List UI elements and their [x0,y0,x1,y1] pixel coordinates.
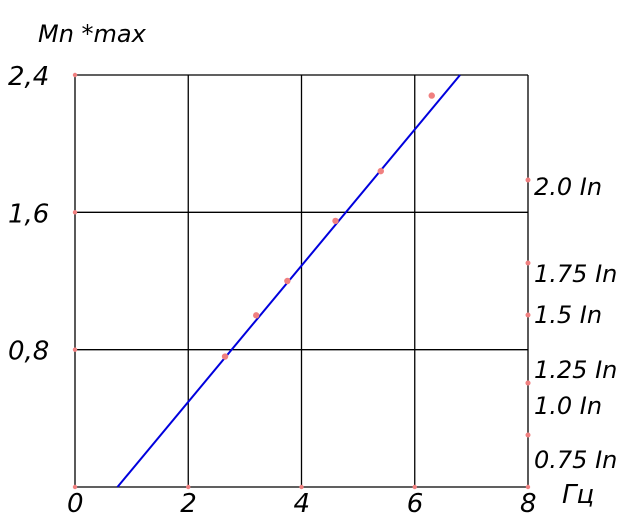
x-tick-label-4: 8 [520,489,537,519]
y-tick-label-0: 0,8 [8,337,49,367]
right-axis-markers: 2.0 In 1.75 In 1.5 In 1.25 In 1.0 In 0.75 In [525,173,617,474]
x-tick-label-0: 0 [67,489,84,519]
x-tick-label-1: 2 [180,489,197,519]
y-tick-label-1: 1,6 [8,199,49,229]
grid [72,72,531,490]
right-marker-label-0: 2.0 In [534,173,602,201]
tick-labels: 0 2 4 6 8 0,8 1,6 2,4 [8,62,537,519]
x-tick-label-2: 4 [294,489,311,519]
right-marker-label-1: 1.75 In [534,260,617,288]
data-point-5 [428,92,435,99]
right-marker-label-4: 1.0 In [534,392,602,420]
y-axis-label: Mn *max [38,20,147,48]
right-marker-dot-1 [525,260,531,266]
right-marker-dot-4 [525,380,531,386]
right-marker-dot-0 [525,177,531,183]
y-axis-dot-0 [72,347,78,352]
right-marker-label-5: 0.75 In [534,446,617,474]
data-points [221,92,435,360]
x-axis-dot-3 [412,484,417,490]
x-tick-label-3: 6 [407,489,424,519]
data-point-2 [284,277,291,285]
y-tick-label-2: 2,4 [8,62,49,92]
right-marker-label-3: 1.25 In [534,356,617,384]
y-axis-dot-2 [72,72,78,78]
right-marker-dot-2 [525,312,531,318]
data-point-4 [377,167,384,175]
data-point-1 [253,312,260,319]
x-axis-dot-2 [299,484,304,490]
x-axis-dot-1 [186,484,191,490]
right-marker-label-2: 1.5 In [534,301,602,329]
y-axis-dot-1 [72,210,78,215]
right-marker-dot-5 [525,432,531,438]
x-axis-label: Гц [562,480,594,510]
data-point-0 [221,353,229,360]
data-point-3 [332,217,339,225]
x-axis-dot-4 [525,484,531,490]
x-axis-dot-0 [72,484,78,490]
